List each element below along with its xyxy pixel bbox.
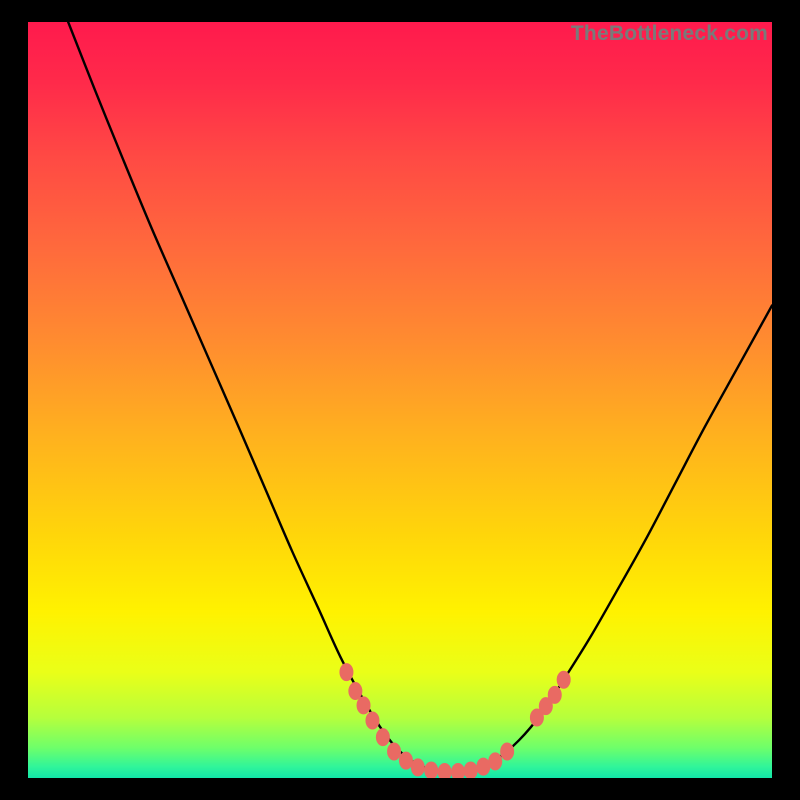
highlight-marker: [376, 728, 390, 746]
highlight-marker: [548, 686, 562, 704]
highlight-marker: [387, 743, 401, 761]
watermark-text: TheBottleneck.com: [571, 22, 768, 46]
bottleneck-curve-chart: [28, 22, 772, 778]
highlight-marker: [411, 758, 425, 776]
highlight-marker: [357, 696, 371, 714]
highlight-marker: [348, 682, 362, 700]
highlight-marker: [339, 663, 353, 681]
plot-area: TheBottleneck.com: [28, 22, 772, 778]
gradient-background: [28, 22, 772, 778]
highlight-marker: [500, 743, 514, 761]
highlight-marker: [476, 758, 490, 776]
highlight-marker: [365, 712, 379, 730]
highlight-marker: [488, 752, 502, 770]
highlight-marker: [399, 752, 413, 770]
highlight-marker: [557, 671, 571, 689]
chart-frame: TheBottleneck.com: [0, 0, 800, 800]
